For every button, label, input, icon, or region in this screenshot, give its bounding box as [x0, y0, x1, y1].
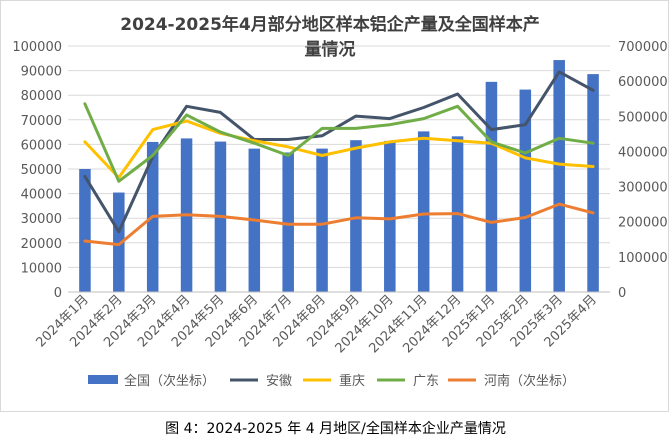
y-left-tick-label: 50000: [21, 163, 62, 178]
figure-caption: 图 4：2024-2025 年 4 月地区/全国样本企业产量情况: [165, 421, 506, 437]
legend-label: 河南（次坐标）: [484, 373, 575, 389]
legend-label: 广东: [413, 374, 439, 389]
y-left-tick-label: 60000: [21, 138, 62, 153]
bar: [587, 74, 599, 292]
line-layer: [83, 70, 595, 247]
bar: [553, 60, 565, 292]
y-right-tick-label: 500000: [618, 110, 668, 125]
bar: [113, 192, 125, 292]
chart-title-line1: 2024-2025年4月部分地区样本铝企产量及全国样本产: [120, 14, 540, 35]
axis-layer: 0 10000 20000 30000 40000 50000 60000 70000 8000…: [12, 40, 667, 356]
chart: 2024-2025年4月部分地区样本铝企产量及全国样本产 量情况 0 10000 2…: [12, 14, 667, 389]
y-right-tick-label: 300000: [618, 181, 668, 196]
y-left-tick-label: 70000: [21, 114, 62, 129]
bar: [417, 131, 430, 292]
series-line: [83, 102, 595, 183]
bar: [485, 81, 498, 293]
bar: [384, 140, 396, 292]
bar: [316, 148, 328, 292]
y-left-tick-label: 0: [54, 286, 62, 301]
y-right-tick-label: 0: [618, 286, 626, 301]
bar: [519, 89, 532, 292]
legend-label: 安徽: [266, 374, 292, 389]
y-right-tick-label: 700000: [618, 40, 668, 55]
y-right-tick-label: 200000: [618, 216, 668, 231]
y-right-tick-label: 600000: [618, 75, 668, 90]
y-right-tick-label: 400000: [618, 145, 668, 160]
legend: 全国（次坐标） 安徽 重庆 广东 河南（次坐标）: [88, 373, 575, 389]
y-left-tick-label: 80000: [21, 89, 62, 104]
chart-title-line2: 量情况: [305, 39, 356, 60]
y-left-tick-label: 40000: [21, 188, 62, 203]
y-left-tick-label: 100000: [12, 40, 62, 55]
y-left-tick-label: 30000: [21, 212, 62, 227]
legend-swatch: [88, 375, 118, 384]
series-line: [83, 119, 595, 180]
series-line: [83, 70, 595, 234]
y-left-tick-label: 90000: [21, 65, 62, 80]
bar: [282, 152, 294, 292]
legend-label: 全国（次坐标）: [124, 373, 215, 389]
y-right-tick-label: 100000: [618, 251, 668, 266]
legend-label: 重庆: [339, 373, 365, 389]
bar: [79, 169, 91, 292]
y-left-tick-label: 10000: [21, 261, 62, 276]
y-left-tick-label: 20000: [21, 237, 62, 252]
series-line: [83, 202, 595, 247]
bar: [350, 140, 362, 292]
